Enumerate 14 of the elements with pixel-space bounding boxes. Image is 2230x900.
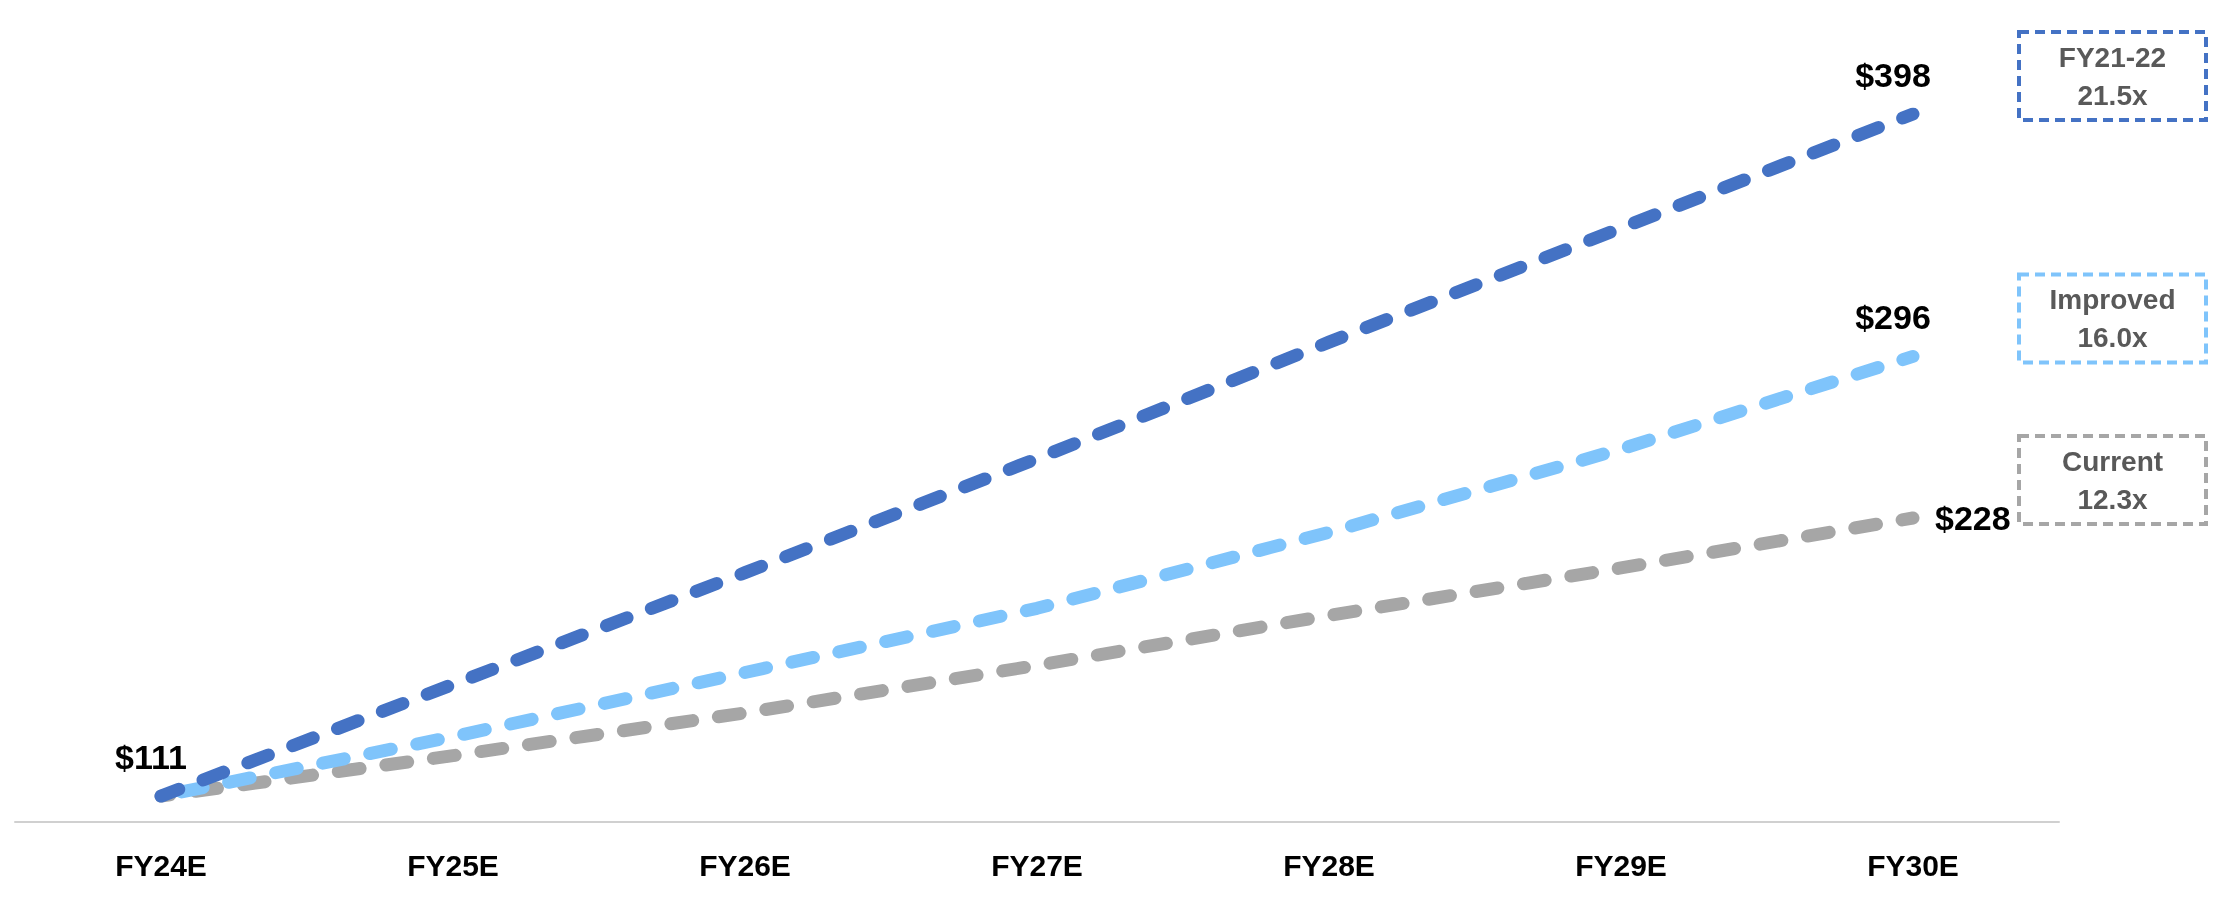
data-label: $228 <box>1935 499 2011 538</box>
data-label: $398 <box>1855 56 1931 94</box>
text: FY21-22 21.5x <box>2058 41 2167 111</box>
x-tick-label: FY29E <box>1575 848 1667 882</box>
x-tick-label: FY26E <box>699 848 791 882</box>
text: Improved 16.0x <box>2049 283 2176 353</box>
x-tick-label: FY30E <box>1867 848 1959 882</box>
data-label: $111 <box>115 738 187 777</box>
x-tick-label: FY25E <box>407 848 499 882</box>
x-tick-label: FY28E <box>1283 848 1375 882</box>
x-tick-label: FY24E <box>115 848 207 882</box>
x-tick-label: FY27E <box>991 848 1083 882</box>
data-label: $296 <box>1855 298 1931 337</box>
text: Current 12.3x <box>2061 445 2164 515</box>
